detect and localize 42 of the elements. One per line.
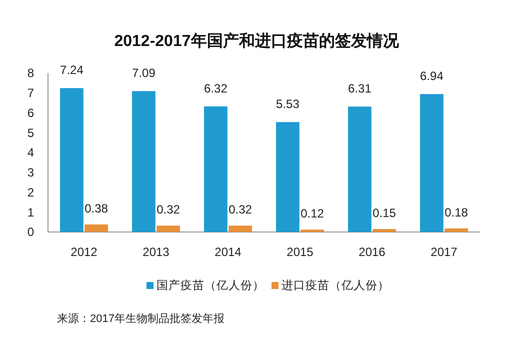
data-label: 7.09 (132, 66, 156, 80)
y-tick-label: 1 (27, 205, 34, 220)
y-tick-label: 8 (27, 66, 34, 80)
x-tick-label: 2017 (430, 245, 458, 259)
y-tick-label: 4 (27, 146, 34, 160)
bar (444, 228, 468, 232)
bar (156, 226, 180, 232)
x-tick-label: 2015 (286, 245, 314, 259)
bar (276, 122, 300, 232)
chart-title: 2012-2017年国产和进口疫苗的签发情况 (114, 32, 400, 50)
data-label: 0.38 (84, 201, 108, 216)
y-tick-label: 3 (27, 166, 34, 180)
x-tick-label: 2014 (214, 245, 242, 259)
source-note: 来源：2017年生物制品批签发年报 (57, 312, 224, 325)
data-label: 5.53 (276, 97, 300, 112)
y-tick-label: 2 (27, 185, 34, 200)
data-label: 0.15 (372, 206, 396, 220)
y-tick-label: 6 (27, 106, 34, 120)
bar (132, 91, 156, 232)
data-label: 6.32 (204, 81, 228, 96)
data-label: 6.31 (348, 82, 372, 96)
bar (84, 224, 108, 232)
bar (60, 88, 84, 232)
x-tick-label: 2016 (358, 245, 386, 259)
y-tick-label: 7 (27, 86, 34, 100)
y-tick-label: 0 (27, 225, 34, 240)
data-label: 0.12 (300, 206, 324, 221)
y-tick-label: 5 (27, 126, 34, 140)
data-label: 0.32 (228, 202, 252, 217)
data-label: 0.18 (444, 205, 468, 220)
data-label: 7.24 (60, 63, 84, 78)
data-label: 6.94 (420, 69, 444, 84)
legend-label: 进口疫苗（亿人份） (282, 279, 390, 292)
bar (420, 94, 444, 232)
bar (228, 226, 252, 232)
x-tick-label: 2012 (70, 245, 98, 259)
bar (204, 106, 228, 232)
legend-label: 国产疫苗（亿人份） (156, 278, 264, 292)
bar (372, 229, 396, 232)
data-label: 0.32 (156, 202, 180, 217)
x-tick-label: 2013 (142, 245, 170, 259)
bar (348, 106, 372, 232)
